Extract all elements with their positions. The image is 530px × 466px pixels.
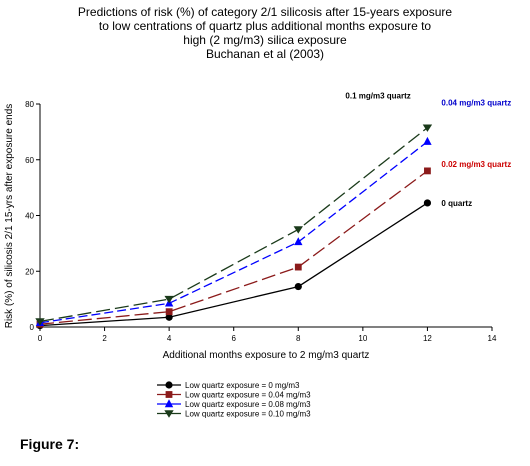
series-annotation: 0.04 mg/m3 quartz <box>441 99 511 108</box>
data-point <box>165 308 173 316</box>
x-tick-label: 14 <box>488 334 497 343</box>
y-ticks: 0 20 40 60 80 <box>25 100 40 332</box>
y-tick-label: 80 <box>25 100 34 109</box>
chart-title: Predictions of risk (%) of category 2/1 … <box>78 5 452 61</box>
y-tick-label: 40 <box>25 212 34 221</box>
series-0 <box>36 199 432 330</box>
y-tick-label: 60 <box>25 156 34 165</box>
x-tick-label: 8 <box>296 334 301 343</box>
legend-marker <box>165 391 173 398</box>
legend-entry: Low quartz exposure = 0.08 mg/m3 <box>185 400 311 409</box>
legend-entry: Low quartz exposure = 0 mg/m3 <box>185 381 300 390</box>
x-axis-label: Additional months exposure to 2 mg/m3 qu… <box>163 350 370 361</box>
data-point <box>422 124 433 132</box>
data-point <box>423 136 432 145</box>
legend-marker <box>165 381 173 389</box>
series-line <box>39 141 428 324</box>
series-2 <box>35 136 432 327</box>
title-line-3: high (2 mg/m3) silica exposure <box>183 33 347 47</box>
title-line-4: Buchanan et al (2003) <box>206 47 324 61</box>
x-tick-label: 10 <box>358 334 367 343</box>
x-tick-label: 0 <box>38 334 43 343</box>
data-point <box>293 226 303 234</box>
y-tick-label: 20 <box>25 267 34 276</box>
series-line <box>39 127 428 323</box>
series-line <box>39 170 428 325</box>
figure-label: Figure 7: <box>20 436 80 452</box>
data-point <box>164 295 174 304</box>
series-annotations: 0 quartz 0.02 mg/m3 quartz 0.04 mg/m3 quar… <box>345 92 511 208</box>
legend-entry: Low quartz exposure = 0.04 mg/m3 <box>185 391 311 400</box>
data-point <box>165 313 173 321</box>
x-tick-label: 4 <box>167 334 172 343</box>
legend-marker <box>164 399 174 408</box>
series-1 <box>36 167 431 328</box>
series-line <box>39 202 428 327</box>
y-tick-label: 0 <box>30 323 35 332</box>
data-point <box>423 199 432 207</box>
x-tick-label: 12 <box>423 334 432 343</box>
series-annotation: 0.02 mg/m3 quartz <box>441 160 511 169</box>
x-tick-label: 2 <box>102 334 107 343</box>
series-group <box>35 124 433 330</box>
chart: Predictions of risk (%) of category 2/1 … <box>4 5 511 419</box>
title-line-2: to low centrations of quartz plus additi… <box>99 19 432 33</box>
data-point <box>294 237 303 246</box>
title-line-1: Predictions of risk (%) of category 2/1 … <box>78 5 452 19</box>
data-point <box>294 282 302 291</box>
data-point <box>294 263 302 271</box>
series-annotation: 0 quartz <box>441 199 472 208</box>
series-3 <box>35 124 433 326</box>
data-point <box>35 318 45 326</box>
x-tick-label: 6 <box>231 334 236 343</box>
plot-area <box>39 104 492 328</box>
legend-marker <box>164 410 174 418</box>
data-point <box>424 167 431 175</box>
legend-entry: Low quartz exposure = 0.10 mg/m3 <box>185 410 311 419</box>
x-ticks: 0 2 4 6 8 10 12 14 <box>38 327 497 343</box>
y-axis-label: Risk (%) of silicosis 2/1 15-yrs after e… <box>4 104 15 329</box>
series-annotation: 0.1 mg/m3 quartz <box>345 92 410 101</box>
